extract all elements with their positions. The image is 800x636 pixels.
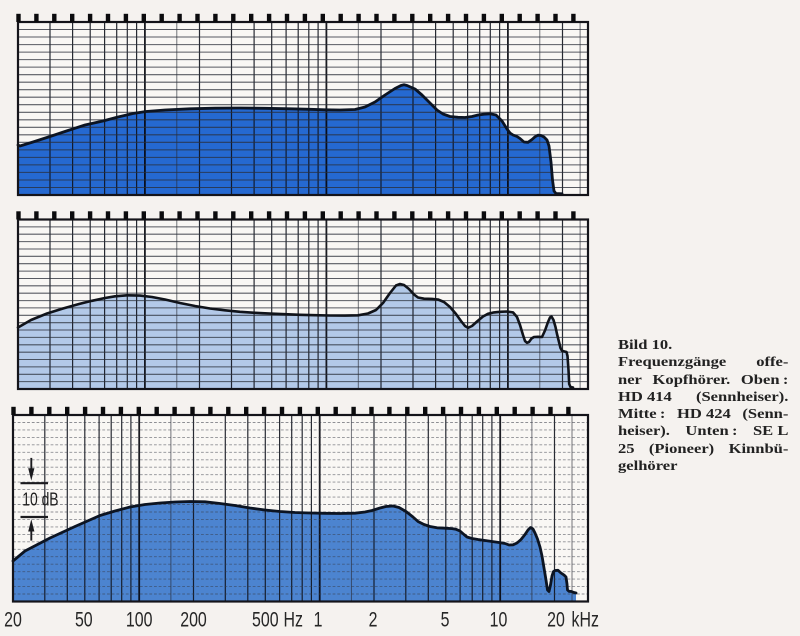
svg-text:10: 10 bbox=[490, 608, 508, 632]
svg-text:20: 20 bbox=[4, 608, 22, 632]
svg-text:1: 1 bbox=[314, 608, 323, 632]
svg-text:200: 200 bbox=[180, 608, 207, 632]
svg-text:500: 500 bbox=[252, 608, 279, 632]
svg-text:Hz: Hz bbox=[284, 608, 303, 632]
svg-text:10 dB: 10 dB bbox=[22, 490, 58, 510]
svg-text:5: 5 bbox=[441, 608, 450, 632]
svg-text:kHz: kHz bbox=[572, 608, 599, 632]
svg-text:100: 100 bbox=[126, 608, 153, 632]
svg-text:2: 2 bbox=[369, 608, 378, 632]
svg-text:20: 20 bbox=[547, 608, 565, 632]
svg-text:50: 50 bbox=[75, 608, 93, 632]
